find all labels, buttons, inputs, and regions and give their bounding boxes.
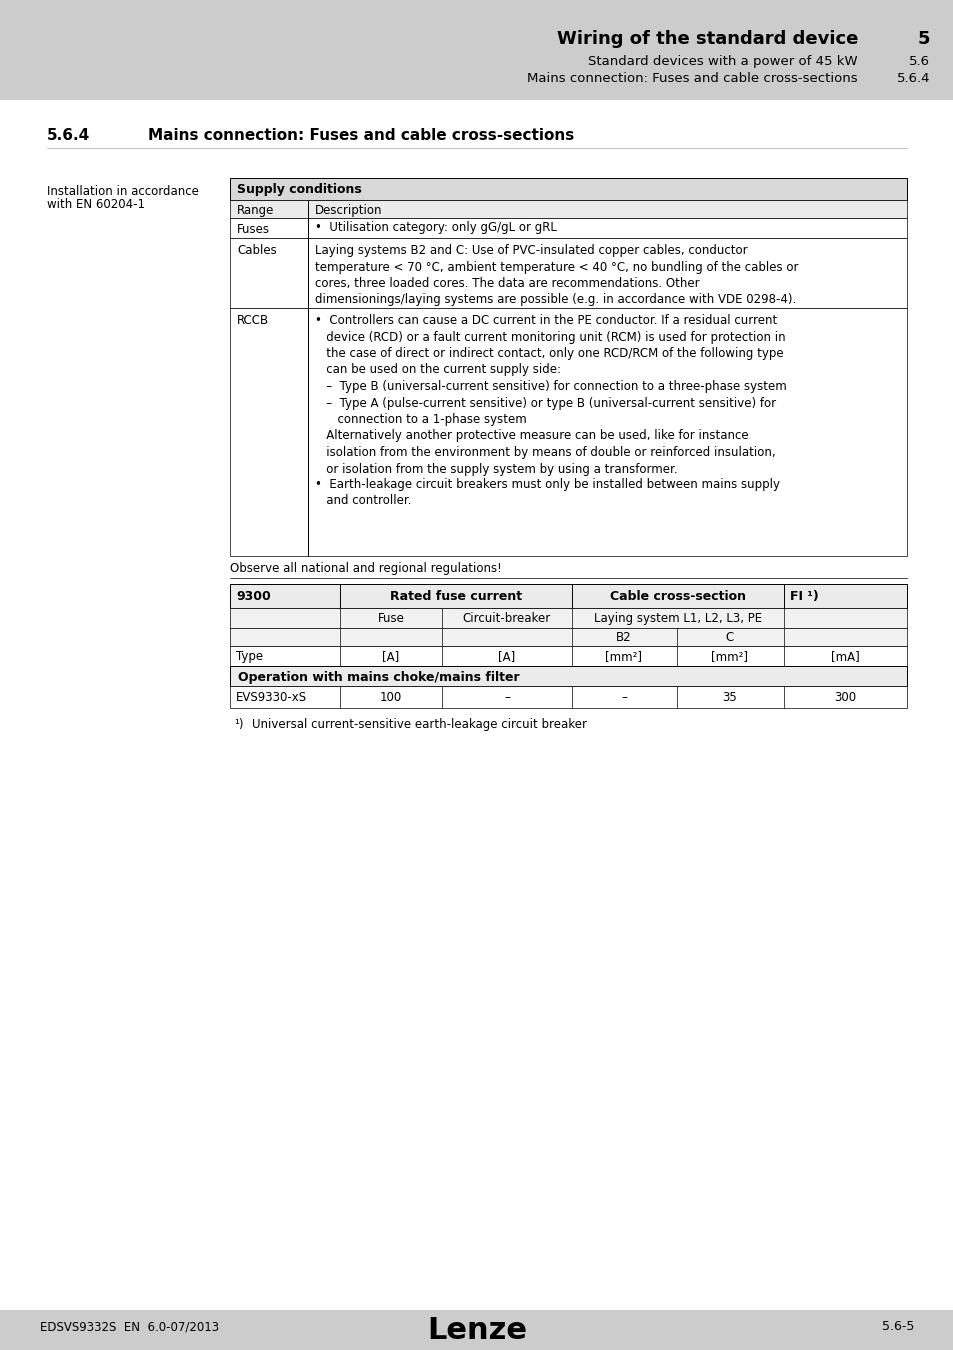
Text: Lenze: Lenze [427, 1316, 526, 1345]
Text: Fuses: Fuses [236, 223, 270, 236]
Text: Laying system L1, L2, L3, PE: Laying system L1, L2, L3, PE [594, 612, 761, 625]
Text: 300: 300 [833, 691, 855, 703]
Text: Mains connection: Fuses and cable cross-sections: Mains connection: Fuses and cable cross-… [148, 128, 574, 143]
Text: Circuit-breaker: Circuit-breaker [462, 612, 551, 625]
Text: 5.6.4: 5.6.4 [47, 128, 91, 143]
Bar [230, 647, 906, 666]
Text: 5.6: 5.6 [908, 55, 929, 68]
Text: Wiring of the standard device: Wiring of the standard device [556, 30, 857, 49]
Text: –: – [620, 691, 626, 703]
Text: Type: Type [235, 649, 263, 663]
Text: [mA]: [mA] [830, 649, 859, 663]
Bar [230, 585, 906, 608]
Text: [A]: [A] [497, 649, 515, 663]
Text: Cables: Cables [236, 244, 276, 256]
Bar [230, 628, 906, 647]
Text: with EN 60204-1: with EN 60204-1 [47, 198, 145, 211]
Bar [230, 608, 906, 628]
Text: B2: B2 [616, 630, 631, 644]
Bar [0, 1310, 953, 1350]
Text: [mm²]: [mm²] [711, 649, 748, 663]
Bar [230, 178, 906, 200]
Bar [230, 238, 906, 308]
Text: C: C [725, 630, 734, 644]
Text: [mm²]: [mm²] [605, 649, 641, 663]
Bar [0, 100, 953, 1310]
Text: Range: Range [236, 204, 274, 217]
Text: Supply conditions: Supply conditions [236, 184, 361, 196]
Text: Operation with mains choke/mains filter: Operation with mains choke/mains filter [237, 671, 519, 684]
Text: 5.6-5: 5.6-5 [881, 1320, 913, 1332]
Bar [230, 686, 906, 707]
Bar [230, 200, 906, 217]
Text: Observe all national and regional regulations!: Observe all national and regional regula… [230, 562, 501, 575]
Text: Universal current-sensitive earth-leakage circuit breaker: Universal current-sensitive earth-leakag… [252, 718, 586, 730]
Text: Installation in accordance: Installation in accordance [47, 185, 198, 198]
Text: Description: Description [314, 204, 382, 217]
Bar [230, 217, 906, 238]
Text: •  Controllers can cause a DC current in the PE conductor. If a residual current: • Controllers can cause a DC current in … [314, 315, 786, 475]
Text: EVS9330-xS: EVS9330-xS [235, 691, 307, 703]
Text: Fuse: Fuse [377, 612, 404, 625]
Text: 5.6.4: 5.6.4 [896, 72, 929, 85]
Text: RCCB: RCCB [236, 315, 269, 327]
Text: EDSVS9332S  EN  6.0-07/2013: EDSVS9332S EN 6.0-07/2013 [40, 1320, 219, 1332]
Text: Standard devices with a power of 45 kW: Standard devices with a power of 45 kW [588, 55, 857, 68]
Text: Rated fuse current: Rated fuse current [390, 590, 521, 603]
Text: Laying systems B2 and C: Use of PVC-insulated copper cables, conductor
temperatu: Laying systems B2 and C: Use of PVC-insu… [314, 244, 798, 306]
Text: 35: 35 [721, 691, 737, 703]
Text: Cable cross-section: Cable cross-section [609, 590, 745, 603]
Bar [230, 666, 906, 686]
Text: FI ¹): FI ¹) [789, 590, 818, 603]
Bar [0, 0, 953, 100]
Text: •  Earth-leakage circuit breakers must only be installed between mains supply
  : • Earth-leakage circuit breakers must on… [314, 478, 780, 508]
Text: [A]: [A] [382, 649, 399, 663]
Bar [230, 308, 906, 556]
Text: •  Utilisation category: only gG/gL or gRL: • Utilisation category: only gG/gL or gR… [314, 221, 557, 234]
Text: 9300: 9300 [235, 590, 271, 603]
Text: Mains connection: Fuses and cable cross-sections: Mains connection: Fuses and cable cross-… [527, 72, 857, 85]
Text: ¹): ¹) [233, 718, 243, 730]
Text: 5: 5 [917, 30, 929, 49]
Text: 100: 100 [379, 691, 402, 703]
Text: –: – [503, 691, 510, 703]
